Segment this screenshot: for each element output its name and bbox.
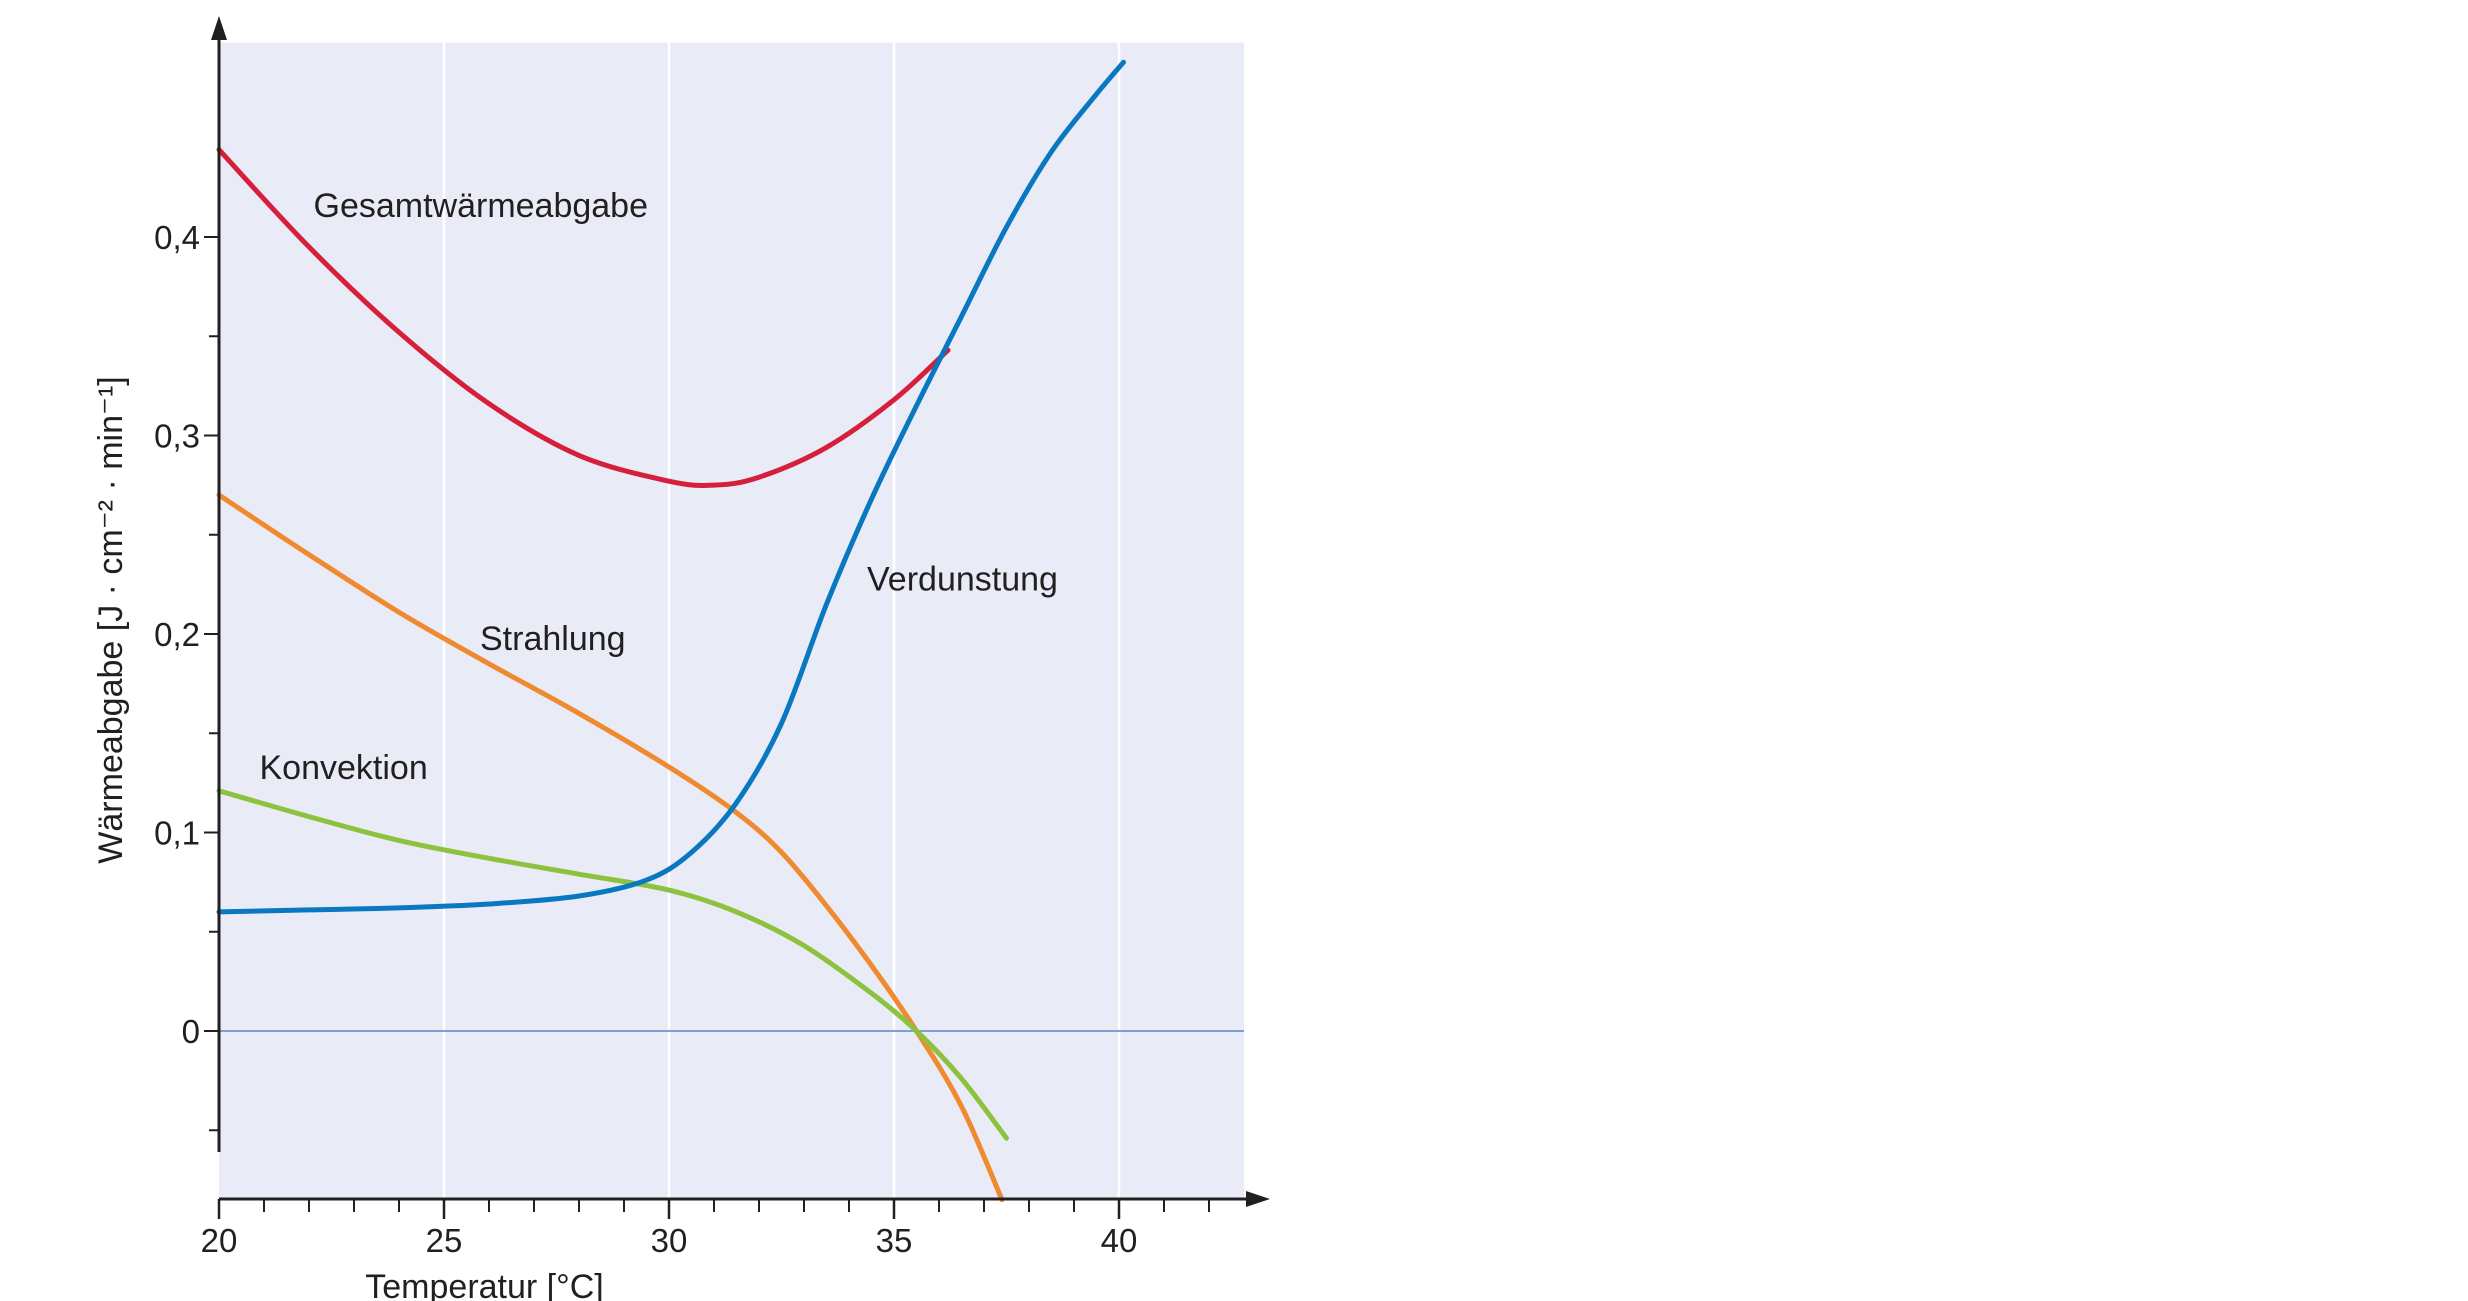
x-tick-label: 30	[651, 1222, 688, 1259]
series-line-konvektion	[216, 788, 1009, 1141]
curve-label: Verdunstung	[867, 560, 1058, 598]
series-layer	[216, 59, 1126, 1203]
y-tick-label: 0,2	[154, 616, 200, 653]
series-line-verdunstung	[216, 59, 1126, 915]
curve-label-layer: Gesamtwärmeabgabe Strahlung Konvektion Verd…	[260, 187, 1058, 787]
x-tick-label: 25	[426, 1222, 463, 1259]
x-tick-label: 35	[876, 1222, 913, 1259]
y-tick-label: 0,3	[154, 418, 200, 455]
plot-area-background	[219, 42, 1244, 1199]
y-tick-label: 0,4	[154, 219, 200, 256]
y-axis-arrow-icon	[211, 16, 227, 40]
axes-layer	[211, 16, 1270, 1207]
tick-layer: 20 25 30 35 40 0 0,1 0,2 0,3 0,4	[154, 219, 1210, 1259]
x-tick-label: 20	[201, 1222, 238, 1259]
x-axis-arrow-icon	[1246, 1191, 1270, 1207]
x-tick-label: 40	[1101, 1222, 1138, 1259]
curve-label: Konvektion	[260, 749, 428, 787]
curve-label: Strahlung	[480, 620, 626, 658]
curve-label: Gesamtwärmeabgabe	[314, 187, 649, 225]
y-tick-label: 0	[182, 1013, 200, 1050]
y-tick-label: 0,1	[154, 815, 200, 852]
series-line-gesamtwaermeabgabe	[216, 147, 951, 488]
y-axis-title: Wärmeabgabe [J · cm⁻² · min⁻¹]	[92, 376, 130, 863]
x-axis-title: Temperatur [°C]	[365, 1268, 603, 1301]
grid-layer	[442, 42, 1121, 1199]
